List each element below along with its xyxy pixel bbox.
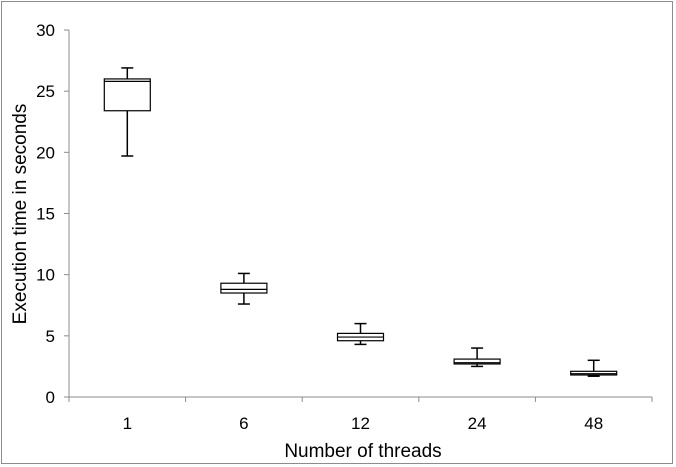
- y-tick-label: 15: [36, 205, 55, 224]
- box-plot-24: [453, 347, 501, 368]
- y-tick-label: 30: [36, 21, 55, 40]
- box-series: [103, 67, 618, 377]
- box-plot-1: [103, 67, 151, 157]
- box-plot-12: [336, 322, 385, 346]
- y-tick-label: 25: [36, 82, 55, 101]
- x-tick-label: 1: [123, 414, 132, 433]
- box-plot-48: [570, 359, 618, 377]
- y-tick-label: 10: [36, 266, 55, 285]
- x-tick-label: 24: [468, 414, 487, 433]
- y-tick-label: 0: [46, 388, 55, 407]
- iqr-box: [220, 282, 268, 294]
- iqr-box: [103, 78, 151, 112]
- y-tick-label: 20: [36, 143, 55, 162]
- x-tick-label: 48: [584, 414, 603, 433]
- iqr-box: [570, 370, 618, 376]
- x-axis-title: Number of threads: [284, 441, 441, 462]
- x-axis-ticks: 1 6 12 24 48: [68, 397, 653, 433]
- x-tick-label: 6: [239, 414, 248, 433]
- x-tick-label: 12: [351, 414, 370, 433]
- y-axis-ticks: 0 5 10 15 20 25 30: [36, 21, 69, 407]
- box-plot-6: [220, 272, 268, 305]
- y-tick-label: 5: [46, 327, 55, 346]
- iqr-box: [453, 358, 501, 365]
- y-axis-title: Execution time in seconds: [10, 104, 31, 325]
